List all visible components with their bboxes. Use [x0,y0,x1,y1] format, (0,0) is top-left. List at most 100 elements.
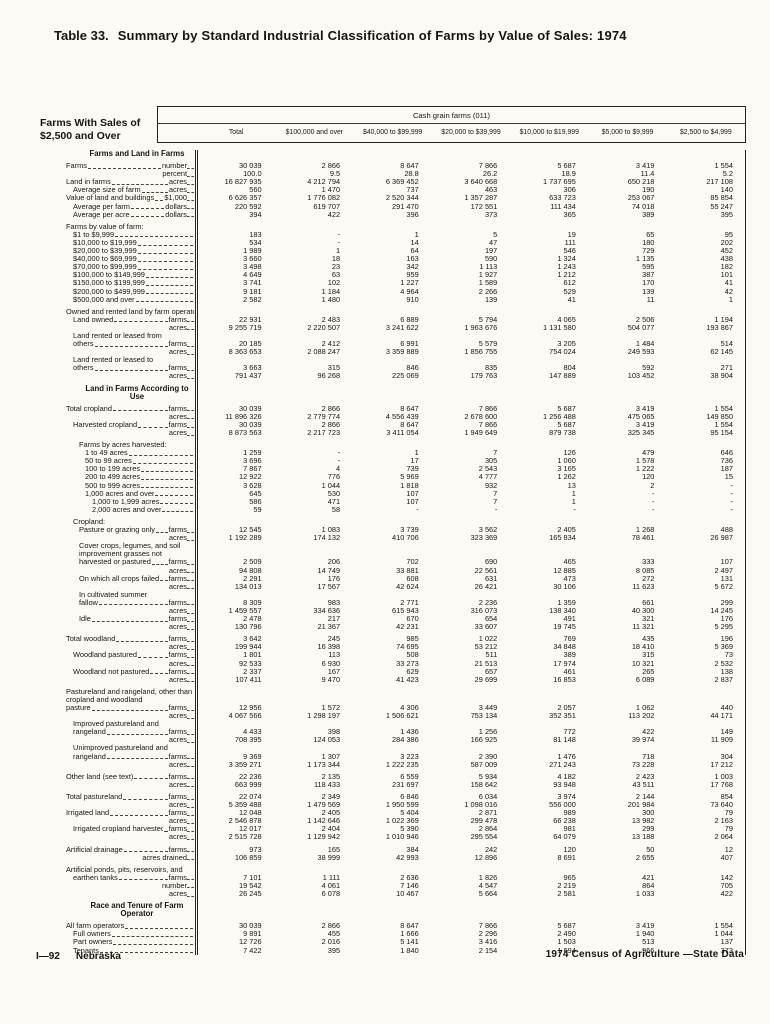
data-cell: 42 [724,286,733,296]
data-cell: 2 506 [635,314,655,324]
data-cell: 23 [331,262,341,272]
data-cell: 284 386 [391,735,419,745]
data-cell: 30 039 [238,921,262,931]
data-cell: - [337,456,341,466]
table-row: Improved pastureland and [36,720,746,728]
data-cell: 63 [331,270,341,280]
leader-dots [99,952,193,954]
data-cell: 4 306 [400,703,419,712]
data-cell: 6 930 [321,658,341,668]
row-unit: acres [168,565,187,575]
data-cell: 455 [327,929,341,939]
data-cell: 34 848 [553,642,576,652]
row-unit: dollars [165,209,187,219]
data-cell: 18 410 [631,642,655,652]
row-unit: farms [168,703,187,712]
table-row: acres drained 106 859 38 999 42 993 12 896 8 … [36,853,746,862]
data-cell: 6 078 [321,888,341,898]
leader-dots [91,709,168,711]
table-row: Full owners 9 891 455 1 666 2 296 2 490 1 940 1… [36,930,746,938]
data-cell: 28.8 [404,169,419,179]
data-cell: 754 024 [549,347,576,357]
page-title: Table 33. Summary by Standard Industrial … [54,28,627,43]
data-cell: 41 423 [396,674,419,684]
row-unit: acres [168,322,187,332]
table-row: Average size of farm acres 560 1 470 737 463 3… [36,186,746,194]
data-cell: 21 367 [317,622,341,632]
data-cell: 2 864 [478,824,498,834]
data-cell: 41 [724,278,733,288]
row-label: 100 to 199 acres [85,465,141,474]
leader-tail [187,798,194,800]
data-cell: 1 476 [557,751,576,761]
data-cell: 225 069 [391,371,419,381]
data-cell: 245 [327,634,341,644]
section-heading-row: Farms and Land in Farms [36,149,746,158]
row-unit: acres [168,581,187,591]
data-cell: 804 [563,363,576,373]
row-stub: earthen tanks farms [36,873,196,882]
data-cell: 42 231 [396,622,419,632]
row-unit: acres [168,371,187,381]
row-label: 1,000 to 1,999 acres [92,497,160,506]
table-row: acres 5 359 488 1 479 569 1 950 599 1 098 01… [36,800,746,810]
leader-tail [187,539,194,541]
row-label: Average size of farm [73,186,141,195]
data-cell: 2 636 [400,872,419,882]
row-label: Total pastureland [66,792,123,801]
leader-dots [115,236,193,238]
data-cell: 12 048 [238,808,262,818]
data-cell: 73 [724,650,733,660]
data-cell: 130 796 [234,622,262,632]
data-cell: - [651,496,655,506]
data-cell: 299 478 [470,816,498,826]
column-header-6: $2,500 to $4,999 [679,129,732,136]
data-cell: 9.5 [329,169,341,179]
row-label: On which all crops failed [79,574,160,583]
data-cell: 6 089 [635,674,655,684]
row-unit: acres [168,177,187,187]
row-unit: farms [168,727,187,737]
table-row: $100,000 to $149,999 4 649 63 959 1 927 1 212… [36,271,746,279]
table-number: Table 33. [54,28,109,43]
data-cell: 670 [406,614,419,624]
data-cell: 5 934 [478,771,498,781]
data-cell: 7 422 [243,945,262,955]
data-cell: 138 [720,666,733,676]
data-cell: 791 437 [234,371,262,381]
data-cell: 556 000 [549,800,576,810]
data-cell: 690 [484,557,498,567]
data-cell: 586 [249,496,262,506]
data-cell: 242 [484,844,498,854]
row-unit: farms [168,771,187,781]
data-cell: 11 623 [632,581,655,591]
data-cell: 6 559 [400,771,419,781]
data-cell: 19 745 [553,622,576,632]
data-cell: 2 771 [400,597,419,607]
data-cell: 323 369 [470,533,498,543]
data-cell: 131 [720,573,733,583]
data-cell: 11 321 [632,622,655,632]
data-cell: 435 [642,634,655,644]
data-cell: 6 369 452 [385,177,419,187]
row-label: Land in farms [66,178,111,187]
data-cell: 299 [720,597,733,607]
row-label: 500 to 999 acres [85,481,141,490]
leader-dots [118,879,168,881]
data-cell: 2 543 [478,464,498,474]
leader-tail [187,418,194,420]
leader-dots [132,462,193,464]
data-cell: 1 554 [714,419,733,429]
data-cell: 2 [650,480,655,490]
column-header-4: $10,000 to $19,999 [519,129,579,136]
table-row: rangeland farms 4 433 398 1 436 1 256 772 422 14… [36,728,746,736]
row-stub: number [36,881,196,890]
column-header-3: $20,000 to $39,999 [441,129,501,136]
leader-tail [187,426,194,428]
row-label: All farm operators [66,922,125,931]
data-cell: 74 695 [396,642,419,652]
data-cell: 22 074 [238,791,262,801]
data-cell: 20 185 [238,339,262,349]
table-row: On which all crops failed farms 2 291 176 60… [36,573,746,583]
row-label: Idle [79,615,91,624]
